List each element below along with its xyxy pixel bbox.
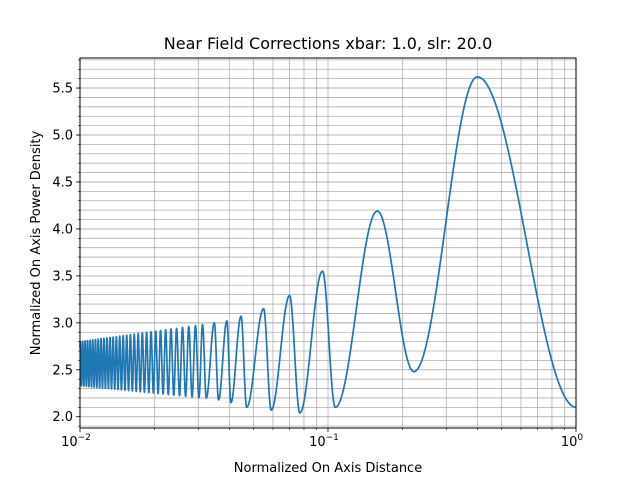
chart-title: Near Field Corrections xbar: 1.0, slr: 2…: [164, 34, 493, 53]
y-tick-label: 3.5: [52, 269, 73, 284]
y-tick-label: 2.5: [52, 363, 73, 378]
y-tick-label: 2.0: [52, 410, 73, 425]
y-tick-label: 4.0: [52, 222, 73, 237]
y-tick-label: 5.0: [52, 129, 73, 144]
y-axis-label: Normalized On Axis Power Density: [29, 130, 44, 355]
y-tick-label: 3.0: [52, 316, 73, 331]
x-axis-label: Normalized On Axis Distance: [234, 461, 422, 476]
y-tick-label: 4.5: [52, 175, 73, 190]
plot-area: [79, 75, 577, 414]
axis-ticks: [76, 59, 577, 432]
y-tick-label: 5.5: [52, 82, 73, 97]
series-line: [79, 75, 577, 414]
